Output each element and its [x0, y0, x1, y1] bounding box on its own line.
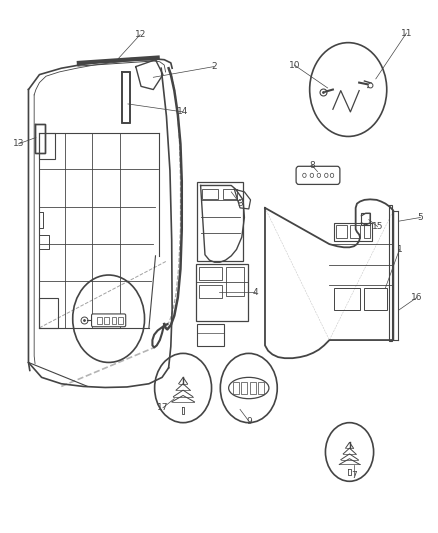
- Bar: [35, 124, 45, 153]
- Text: 16: 16: [411, 293, 423, 302]
- Bar: [250, 382, 256, 394]
- Bar: [258, 382, 264, 394]
- Text: 10: 10: [289, 61, 300, 69]
- Text: 8: 8: [309, 161, 315, 169]
- Bar: [389, 205, 392, 341]
- Text: 13: 13: [13, 140, 24, 148]
- Bar: [334, 223, 372, 241]
- FancyBboxPatch shape: [296, 166, 340, 184]
- Bar: [112, 317, 116, 324]
- Bar: [226, 266, 244, 296]
- Bar: [334, 288, 360, 310]
- Bar: [122, 72, 130, 123]
- Bar: [104, 317, 109, 324]
- Text: 15: 15: [372, 222, 383, 231]
- Bar: [241, 382, 247, 394]
- Ellipse shape: [229, 377, 269, 399]
- Text: 9: 9: [246, 417, 252, 425]
- Bar: [118, 317, 123, 324]
- Text: 17: 17: [157, 403, 169, 412]
- Text: 3: 3: [237, 199, 243, 208]
- Bar: [199, 285, 222, 298]
- Bar: [39, 133, 55, 159]
- Text: 4: 4: [252, 288, 258, 296]
- FancyBboxPatch shape: [92, 314, 126, 327]
- Bar: [361, 213, 370, 225]
- Bar: [364, 225, 370, 238]
- Bar: [196, 264, 248, 321]
- Bar: [39, 298, 58, 328]
- Text: 14: 14: [177, 108, 189, 116]
- Text: 7: 7: [351, 471, 357, 480]
- Text: 11: 11: [401, 29, 412, 37]
- Bar: [350, 225, 360, 238]
- Bar: [197, 182, 243, 261]
- Text: 2: 2: [211, 62, 216, 71]
- Text: 5: 5: [417, 213, 424, 222]
- Bar: [364, 288, 387, 310]
- Text: 1: 1: [396, 245, 403, 254]
- Bar: [199, 266, 222, 280]
- Bar: [197, 324, 224, 346]
- Bar: [202, 189, 218, 199]
- Bar: [97, 317, 102, 324]
- Bar: [223, 189, 237, 199]
- Bar: [336, 225, 347, 238]
- Bar: [233, 382, 239, 394]
- Text: 12: 12: [134, 30, 146, 39]
